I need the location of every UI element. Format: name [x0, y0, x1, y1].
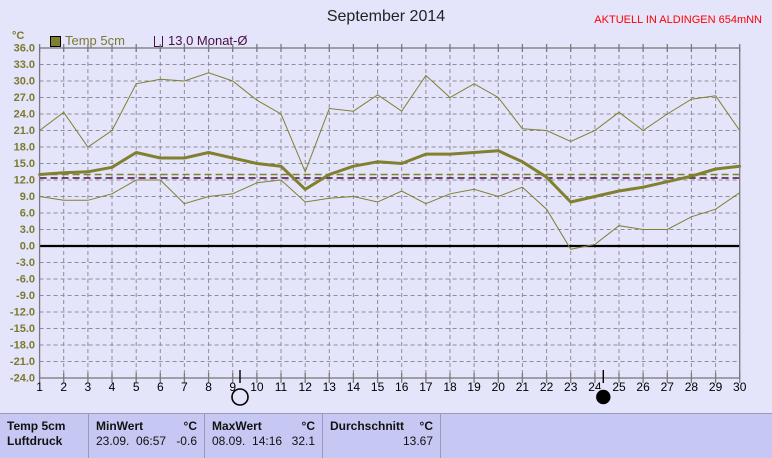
svg-text:26: 26 — [636, 380, 650, 394]
svg-text:16: 16 — [395, 380, 409, 394]
svg-text:21.0: 21.0 — [14, 125, 35, 137]
svg-text:23: 23 — [564, 380, 578, 394]
svg-text:21: 21 — [516, 380, 530, 394]
svg-text:-15.0: -15.0 — [10, 323, 35, 335]
svg-text:5: 5 — [133, 380, 140, 394]
svg-text:10: 10 — [250, 380, 264, 394]
svg-text:20: 20 — [492, 380, 506, 394]
svg-text:18: 18 — [443, 380, 457, 394]
svg-text:0.0: 0.0 — [20, 241, 35, 253]
svg-text:13: 13 — [323, 380, 337, 394]
svg-text:-3.0: -3.0 — [16, 257, 35, 269]
svg-text:19: 19 — [467, 380, 481, 394]
svg-text:12.0: 12.0 — [14, 175, 35, 187]
svg-text:30: 30 — [733, 380, 747, 394]
svg-text:12: 12 — [299, 380, 313, 394]
svg-text:-12.0: -12.0 — [10, 307, 35, 319]
svg-text:-24.0: -24.0 — [10, 373, 35, 385]
svg-text:18.0: 18.0 — [14, 142, 35, 154]
svg-text:24.0: 24.0 — [14, 109, 35, 121]
svg-text:-21.0: -21.0 — [10, 356, 35, 368]
svg-text:3.0: 3.0 — [20, 224, 35, 236]
svg-text:-9.0: -9.0 — [16, 290, 35, 302]
svg-text:28: 28 — [685, 380, 699, 394]
svg-text:-6.0: -6.0 — [16, 274, 35, 286]
svg-text:25: 25 — [612, 380, 626, 394]
svg-text:9.0: 9.0 — [20, 191, 35, 203]
svg-text:29: 29 — [709, 380, 723, 394]
svg-text:27.0: 27.0 — [14, 92, 35, 104]
svg-text:3: 3 — [85, 380, 92, 394]
svg-text:7: 7 — [181, 380, 188, 394]
svg-text:27: 27 — [661, 380, 675, 394]
svg-text:4: 4 — [109, 380, 116, 394]
svg-text:14: 14 — [347, 380, 361, 394]
svg-text:6.0: 6.0 — [20, 208, 35, 220]
svg-text:1: 1 — [36, 380, 43, 394]
svg-text:36.0: 36.0 — [14, 43, 35, 55]
svg-text:11: 11 — [275, 380, 288, 394]
svg-text:15: 15 — [371, 380, 385, 394]
svg-text:30.0: 30.0 — [14, 76, 35, 88]
svg-text:17: 17 — [419, 380, 433, 394]
svg-text:33.0: 33.0 — [14, 59, 35, 71]
svg-text:15.0: 15.0 — [14, 158, 35, 170]
svg-text:2: 2 — [60, 380, 67, 394]
svg-text:-18.0: -18.0 — [10, 340, 35, 352]
svg-text:8: 8 — [205, 380, 212, 394]
svg-text:6: 6 — [157, 380, 164, 394]
svg-text:22: 22 — [540, 380, 554, 394]
